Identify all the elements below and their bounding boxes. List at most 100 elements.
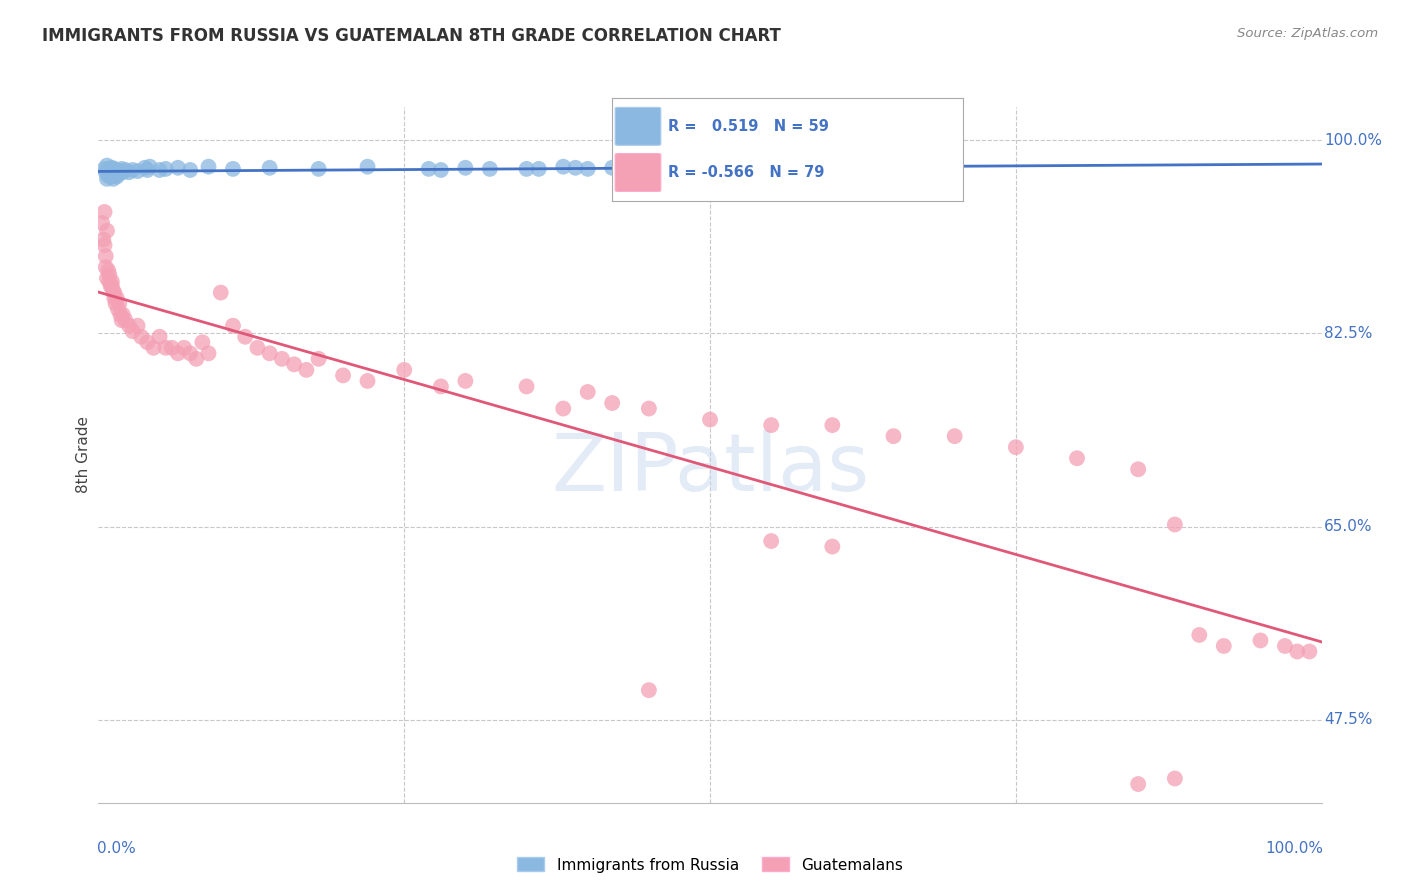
Text: Source: ZipAtlas.com: Source: ZipAtlas.com [1237,27,1378,40]
Point [883,429,905,443]
Point [118,165,141,179]
Text: R = -0.566   N = 79: R = -0.566 N = 79 [668,165,824,180]
Point [332,368,354,383]
Point [94,165,117,179]
Point [637,683,661,698]
Point [553,401,575,416]
Point [93,238,115,252]
Point [118,318,141,333]
Point [160,341,183,355]
Point [93,161,115,176]
Point [821,418,844,433]
Point [283,357,305,371]
Point [1004,440,1026,454]
Text: 47.5%: 47.5% [1324,713,1372,728]
Point [1298,644,1320,658]
Point [139,160,162,174]
Point [101,279,124,293]
Point [553,160,575,174]
Point [97,164,120,178]
Point [110,164,132,178]
Point [114,163,136,178]
Point [127,164,149,178]
Point [600,161,623,175]
Point [191,335,214,350]
Point [430,163,453,178]
Point [97,263,120,277]
Point [98,169,121,183]
Point [127,318,149,333]
Point [179,163,201,178]
Point [149,163,172,178]
Point [418,161,440,176]
Text: 0.0%: 0.0% [97,841,136,856]
Point [173,341,195,355]
Point [107,302,129,317]
Point [97,169,120,183]
Y-axis label: 8th Grade: 8th Grade [76,417,91,493]
Text: 65.0%: 65.0% [1324,519,1372,534]
Point [564,161,586,175]
Point [114,313,136,327]
Point [167,161,190,175]
Point [121,324,143,338]
Point [454,161,477,175]
Point [308,351,330,366]
Point [295,363,318,377]
Point [111,313,134,327]
Point [1249,633,1271,648]
Point [197,346,219,360]
Text: R =   0.519   N = 59: R = 0.519 N = 59 [668,119,828,134]
Point [222,161,245,176]
Point [105,169,128,184]
Point [259,346,281,360]
Point [108,296,131,310]
Point [527,161,550,176]
Point [222,318,245,333]
Point [149,330,172,344]
Point [246,341,269,355]
Point [197,160,219,174]
Point [259,161,281,175]
Point [101,171,124,186]
Point [104,169,127,183]
Point [101,275,124,289]
Point [1066,451,1088,466]
Point [356,160,378,174]
Point [1128,777,1150,791]
Point [515,161,537,176]
Point [100,164,122,178]
Point [136,163,159,178]
Point [167,346,190,360]
Point [454,374,477,388]
Point [637,401,661,416]
Point [107,164,129,178]
Point [675,161,697,175]
Point [105,165,128,179]
Point [392,363,416,377]
Point [943,429,966,443]
Point [1128,462,1150,476]
Point [600,396,623,410]
Point [101,169,124,183]
Point [93,205,115,219]
Point [1286,644,1309,658]
Point [98,275,121,289]
Point [155,161,177,176]
Point [91,233,114,247]
Point [101,285,124,299]
Point [478,161,501,176]
Point [515,379,537,393]
Point [821,540,844,554]
Legend: Immigrants from Russia, Guatemalans: Immigrants from Russia, Guatemalans [510,851,910,879]
Point [104,164,127,178]
Point [233,330,256,344]
Point [111,165,134,179]
Point [209,285,232,300]
Point [576,161,599,176]
Point [91,216,114,230]
Text: 100.0%: 100.0% [1324,133,1382,148]
Point [1164,772,1187,786]
FancyBboxPatch shape [616,107,661,145]
Point [98,268,121,282]
